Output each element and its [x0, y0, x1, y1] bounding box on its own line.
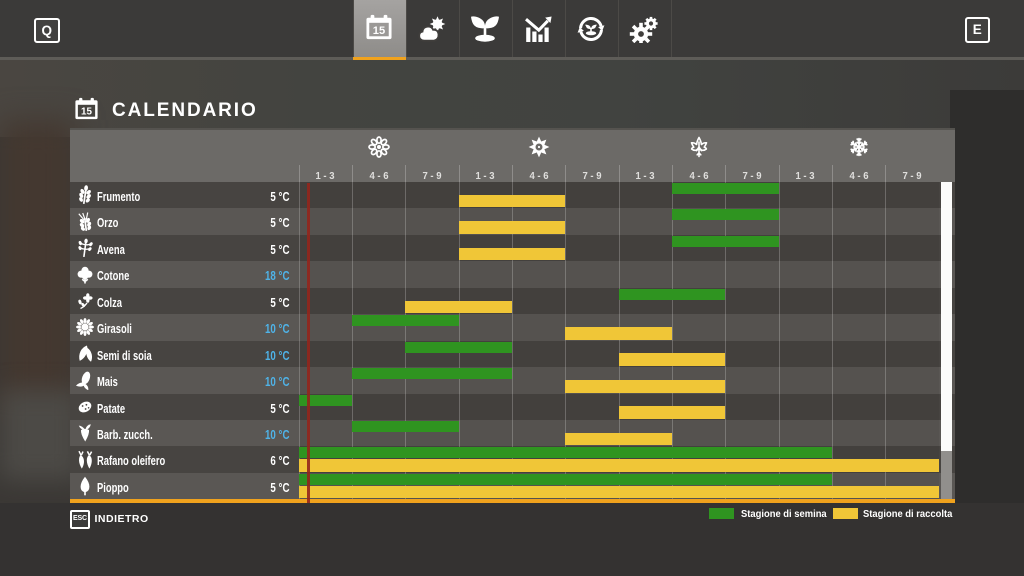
svg-text:15: 15	[373, 25, 385, 37]
svg-text:15: 15	[81, 107, 92, 118]
